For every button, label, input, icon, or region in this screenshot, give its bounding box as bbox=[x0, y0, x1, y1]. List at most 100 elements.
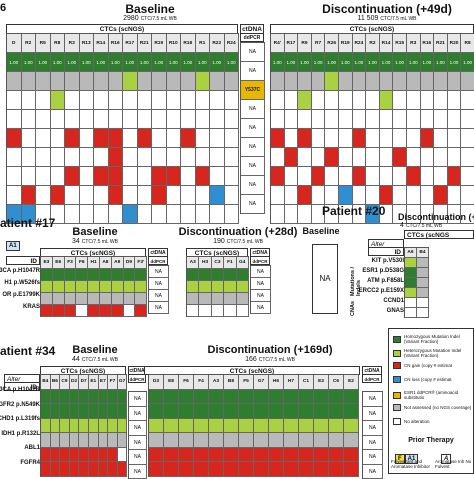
matrix-cell bbox=[417, 268, 429, 278]
p17-baseline-title: Baseline bbox=[40, 226, 150, 238]
prior-therapy-fa-text: Fulvestrant and Aromatase Inhibitor bbox=[391, 459, 435, 469]
p20-id-label: ID bbox=[368, 247, 404, 256]
matrix-cell bbox=[298, 91, 312, 110]
matrix-cell bbox=[41, 419, 51, 434]
matrix-cell bbox=[80, 148, 95, 167]
matrix-cell bbox=[65, 129, 80, 148]
legend-text: Not assessed (no NGS coverage) bbox=[404, 405, 474, 410]
matrix-cell bbox=[138, 167, 153, 186]
matrix-cell bbox=[209, 433, 224, 448]
matrix-cell bbox=[79, 448, 89, 463]
matrix-cell: 1.00 bbox=[7, 53, 22, 72]
matrix-cell: 1.00 bbox=[380, 53, 394, 72]
matrix-cell bbox=[299, 448, 314, 463]
matrix-cell bbox=[380, 91, 394, 110]
column-header: A3 bbox=[187, 257, 199, 269]
p17-disc-ddpcr: ddPCR bbox=[250, 256, 270, 265]
column-header: G7 bbox=[118, 375, 128, 390]
matrix-cell bbox=[284, 433, 299, 448]
matrix-cell bbox=[434, 148, 448, 167]
matrix-cell bbox=[353, 167, 367, 186]
matrix-cell bbox=[138, 205, 153, 224]
matrix-cell bbox=[239, 419, 254, 434]
matrix-cell bbox=[118, 419, 128, 434]
p20-baseline-title: Baseline bbox=[296, 226, 346, 236]
matrix-cell bbox=[239, 390, 254, 405]
matrix-cell bbox=[325, 148, 339, 167]
column-header: H7 bbox=[284, 375, 299, 390]
matrix-cell: 1.00 bbox=[181, 53, 196, 72]
matrix-cell bbox=[299, 404, 314, 419]
column-header: H6 bbox=[269, 375, 284, 390]
ctdna-cell: NA bbox=[241, 100, 265, 119]
matrix-cell bbox=[51, 448, 61, 463]
matrix-cell bbox=[79, 462, 89, 477]
p34-disc-title: Discontinuation (+169d) bbox=[170, 344, 370, 356]
matrix-cell bbox=[269, 433, 284, 448]
matrix-cell bbox=[284, 390, 299, 405]
ctdna-cell: NA bbox=[251, 290, 271, 302]
column-header: C1 bbox=[299, 375, 314, 390]
matrix-cell bbox=[405, 308, 417, 318]
ctdna-cell: NA bbox=[149, 266, 169, 278]
ctdna-cell: NA bbox=[241, 138, 265, 157]
matrix-cell bbox=[80, 167, 95, 186]
matrix-cell: 1.00 bbox=[366, 53, 380, 72]
row-label: KRAS bbox=[23, 301, 40, 313]
p17-disc-title: Discontinuation (+28d) bbox=[178, 226, 298, 238]
matrix-cell bbox=[269, 404, 284, 419]
matrix-cell bbox=[70, 419, 80, 434]
matrix-cell bbox=[187, 305, 199, 317]
matrix-cell bbox=[314, 433, 329, 448]
matrix-cell bbox=[36, 110, 51, 129]
matrix-cell: 1.00 bbox=[196, 53, 211, 72]
matrix-cell bbox=[7, 129, 22, 148]
matrix-cell bbox=[51, 148, 66, 167]
matrix-cell bbox=[254, 419, 269, 434]
matrix-cell bbox=[80, 91, 95, 110]
column-header: R24 bbox=[225, 34, 240, 53]
matrix-cell bbox=[314, 404, 329, 419]
matrix-cell bbox=[70, 462, 80, 477]
matrix-cell bbox=[196, 148, 211, 167]
matrix-cell bbox=[448, 148, 462, 167]
column-header: R17 bbox=[285, 34, 299, 53]
row-label: H1 p.W526fs bbox=[4, 277, 40, 289]
matrix-cell bbox=[269, 419, 284, 434]
matrix-cell bbox=[65, 72, 80, 91]
matrix-cell bbox=[194, 404, 209, 419]
ctdna-cell: NA bbox=[363, 421, 383, 436]
matrix-cell bbox=[285, 148, 299, 167]
matrix-cell: 1.00 bbox=[461, 53, 474, 72]
matrix-cell bbox=[108, 419, 118, 434]
matrix-cell bbox=[314, 419, 329, 434]
matrix-cell bbox=[149, 419, 164, 434]
matrix-cell bbox=[89, 419, 99, 434]
matrix-cell bbox=[421, 72, 435, 91]
matrix-cell bbox=[407, 72, 421, 91]
row-label: ABL1 bbox=[24, 441, 40, 456]
matrix-cell bbox=[353, 186, 367, 205]
column-header: B4 bbox=[41, 375, 51, 390]
matrix-cell bbox=[99, 448, 109, 463]
matrix-cell bbox=[225, 72, 240, 91]
column-header: R16 bbox=[421, 34, 435, 53]
column-header: R22 bbox=[210, 34, 225, 53]
matrix-cell bbox=[329, 448, 344, 463]
matrix-cell bbox=[187, 293, 199, 305]
legend-swatch bbox=[393, 404, 401, 411]
ctdna-cell: NA bbox=[251, 278, 271, 290]
matrix-cell bbox=[65, 110, 80, 129]
matrix-cell bbox=[225, 110, 240, 129]
matrix-cell bbox=[36, 148, 51, 167]
matrix-cell bbox=[224, 433, 239, 448]
matrix-cell bbox=[393, 129, 407, 148]
prior-therapy-af-text: Aromatase Inh No Fulvest bbox=[435, 459, 473, 469]
matrix-cell bbox=[212, 269, 224, 281]
matrix-cell bbox=[344, 419, 359, 434]
matrix-cell: 1.00 bbox=[271, 53, 285, 72]
matrix-cell bbox=[380, 129, 394, 148]
p34-disc-ddpcr: ddPCR bbox=[362, 374, 382, 383]
